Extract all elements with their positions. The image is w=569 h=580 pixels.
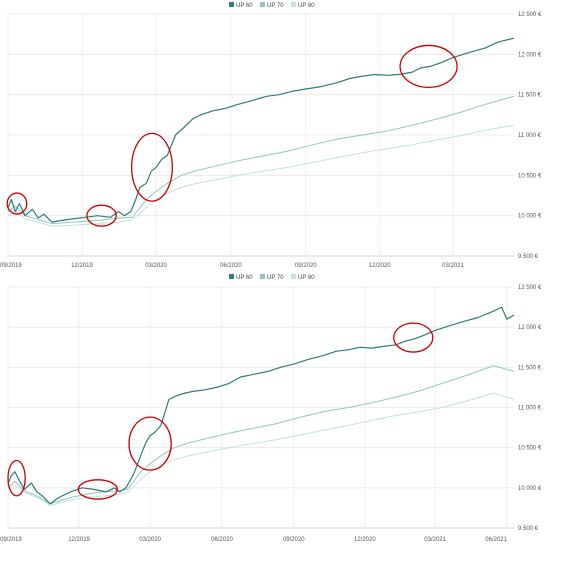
series-line-up-80 bbox=[7, 392, 515, 506]
x-tick-label: 09/2019 bbox=[0, 537, 22, 543]
highlight-ellipse bbox=[6, 192, 28, 215]
highlight-ellipse bbox=[393, 322, 434, 353]
y-tick-label: 10 500 € bbox=[518, 446, 542, 452]
chart-2: 9 500 € 10 000 € 10 500 € 11 000 € 11 500 € 1… bbox=[0, 274, 542, 543]
series-line-up-70 bbox=[7, 95, 515, 225]
legend-label: UP 60 bbox=[236, 275, 253, 281]
highlight-ellipse bbox=[131, 132, 173, 202]
highlight-ellipse bbox=[86, 204, 117, 227]
y-tick-label: 9 500 € bbox=[518, 526, 539, 532]
legend-swatch bbox=[291, 2, 296, 7]
legend-swatch bbox=[260, 2, 265, 7]
y-tick-label: 10 000 € bbox=[518, 486, 542, 492]
y-tick-label: 11 000 € bbox=[518, 406, 542, 412]
x-tick-label: 03/2021 bbox=[442, 263, 464, 269]
series-line-up-60 bbox=[7, 37, 515, 223]
y-tick-label: 10 500 € bbox=[518, 173, 542, 179]
legend-label: UP 70 bbox=[267, 3, 284, 9]
series-line-up-60 bbox=[7, 306, 515, 505]
highlight-ellipse bbox=[7, 459, 26, 497]
legend: UP 60 UP 70 UP 80 bbox=[229, 274, 315, 281]
legend-swatch bbox=[229, 274, 234, 279]
y-tick-label: 12 000 € bbox=[518, 52, 542, 58]
y-tick-label: 12 500 € bbox=[518, 12, 542, 18]
legend-label: UP 60 bbox=[236, 3, 253, 9]
x-tick-label: 12/2020 bbox=[354, 537, 376, 543]
x-tick-label: 09/2019 bbox=[0, 263, 22, 269]
highlight-ellipse bbox=[77, 479, 118, 500]
x-tick-label: 12/2019 bbox=[68, 537, 90, 543]
series-line-up-80 bbox=[7, 124, 515, 227]
legend-swatch bbox=[291, 274, 296, 279]
legend-label: UP 70 bbox=[267, 275, 284, 281]
x-tick-label: 09/2020 bbox=[283, 537, 305, 543]
y-tick-label: 11 500 € bbox=[518, 365, 542, 371]
chart-1: 9 500 € 10 000 € 10 500 € 11 000 € 11 500 € 1… bbox=[0, 2, 542, 269]
y-tick-label: 11 000 € bbox=[518, 133, 542, 139]
x-tick-label: 03/2020 bbox=[145, 263, 167, 269]
x-tick-label: 12/2019 bbox=[71, 263, 93, 269]
series-line-up-70 bbox=[7, 365, 515, 505]
y-tick-label: 10 000 € bbox=[518, 214, 542, 220]
legend-label: UP 80 bbox=[298, 3, 315, 9]
y-tick-label: 9 500 € bbox=[518, 254, 539, 260]
x-tick-label: 06/2021 bbox=[485, 537, 507, 543]
y-tick-label: 12 500 € bbox=[518, 285, 542, 291]
legend-swatch bbox=[229, 2, 234, 7]
legend-label: UP 80 bbox=[298, 275, 315, 281]
y-tick-label: 12 000 € bbox=[518, 325, 542, 331]
x-tick-label: 06/2020 bbox=[220, 263, 242, 269]
x-tick-label: 03/2020 bbox=[139, 537, 161, 543]
highlight-ellipse bbox=[399, 44, 458, 89]
legend: UP 60 UP 70 UP 80 bbox=[229, 2, 315, 9]
x-tick-label: 06/2020 bbox=[211, 537, 233, 543]
legend-swatch bbox=[260, 274, 265, 279]
x-tick-label: 09/2020 bbox=[295, 263, 317, 269]
highlight-ellipse bbox=[128, 416, 172, 471]
x-tick-label: 12/2020 bbox=[369, 263, 391, 269]
y-tick-label: 11 500 € bbox=[518, 93, 542, 99]
x-tick-label: 03/2021 bbox=[424, 537, 446, 543]
